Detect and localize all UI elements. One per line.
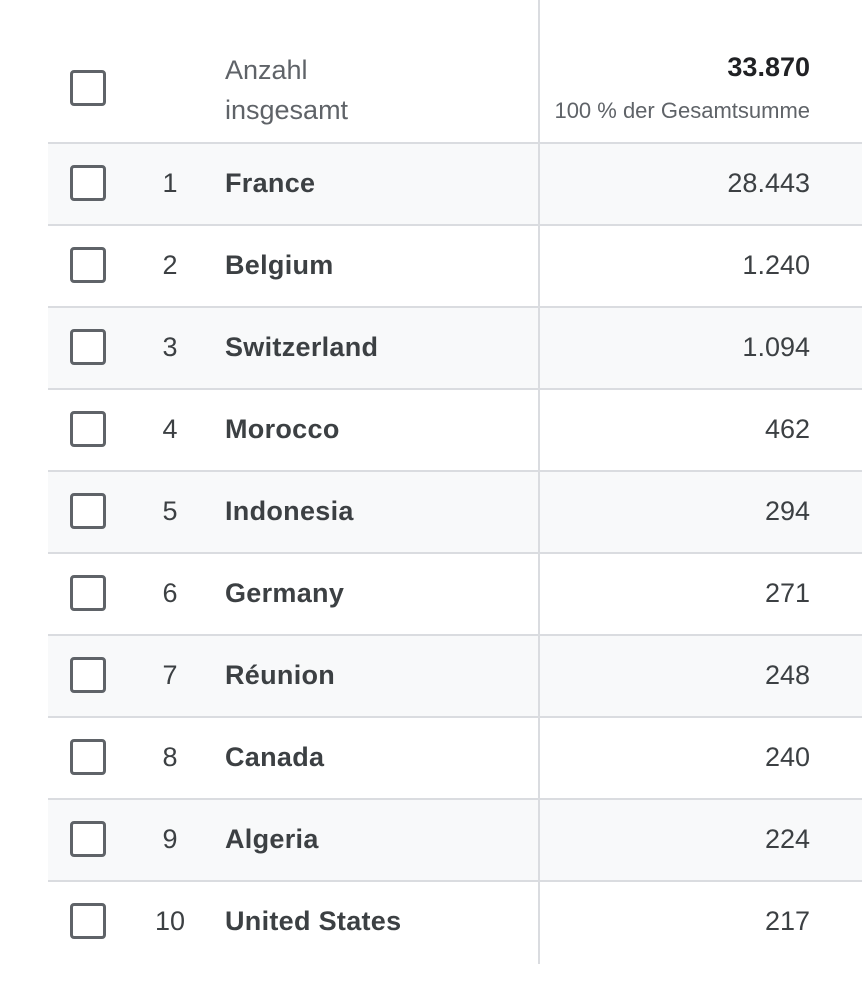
row-checkbox[interactable] [70, 739, 106, 775]
row-checkbox[interactable] [70, 411, 106, 447]
row-value: 462 [764, 414, 810, 444]
row-value: 1.240 [742, 250, 810, 280]
row-rank: 2 [162, 250, 178, 280]
row-rank: 3 [162, 332, 178, 362]
row-value: 294 [764, 496, 810, 526]
table-row[interactable]: 2 Belgium 1.240 [48, 226, 862, 308]
total-value: 33.870 [727, 52, 810, 82]
metric-label-line1: Anzahl [225, 55, 308, 85]
country-name: United States [225, 906, 402, 936]
row-value: 240 [764, 742, 810, 772]
country-name: Indonesia [225, 496, 354, 526]
country-name: Switzerland [225, 332, 379, 362]
table-row[interactable]: 8 Canada 240 [48, 718, 862, 800]
country-name: France [225, 168, 316, 198]
table-header: Anzahl insgesamt 33.870 100 % der Gesamt… [48, 0, 862, 144]
metric-column-header[interactable]: Anzahl insgesamt [225, 50, 425, 130]
country-name: Morocco [225, 414, 340, 444]
row-checkbox[interactable] [70, 575, 106, 611]
row-rank: 5 [162, 496, 178, 526]
row-checkbox[interactable] [70, 821, 106, 857]
country-name: Réunion [225, 660, 336, 690]
row-rank: 10 [154, 906, 186, 936]
row-rank: 7 [162, 660, 178, 690]
row-checkbox[interactable] [70, 903, 106, 939]
table-row[interactable]: 6 Germany 271 [48, 554, 862, 636]
total-percent: 100 % der Gesamtsumme [554, 98, 810, 123]
row-checkbox[interactable] [70, 247, 106, 283]
column-divider [538, 0, 540, 964]
row-value: 224 [764, 824, 810, 854]
row-value: 28.443 [727, 168, 810, 198]
table-row[interactable]: 9 Algeria 224 [48, 800, 862, 882]
table-row[interactable]: 10 United States 217 [48, 882, 862, 964]
row-value: 248 [764, 660, 810, 690]
country-name: Germany [225, 578, 345, 608]
row-checkbox[interactable] [70, 657, 106, 693]
row-checkbox[interactable] [70, 329, 106, 365]
row-rank: 6 [162, 578, 178, 608]
row-value: 1.094 [742, 332, 810, 362]
table-row[interactable]: 3 Switzerland 1.094 [48, 308, 862, 390]
country-name: Belgium [225, 250, 334, 280]
country-table: Anzahl insgesamt 33.870 100 % der Gesamt… [48, 0, 862, 964]
country-name: Algeria [225, 824, 319, 854]
row-rank: 8 [162, 742, 178, 772]
row-rank: 1 [162, 168, 178, 198]
table-row[interactable]: 4 Morocco 462 [48, 390, 862, 472]
row-checkbox[interactable] [70, 165, 106, 201]
table-row[interactable]: 5 Indonesia 294 [48, 472, 862, 554]
table-row[interactable]: 7 Réunion 248 [48, 636, 862, 718]
table-row[interactable]: 1 France 28.443 [48, 144, 862, 226]
row-rank: 4 [162, 414, 178, 444]
country-name: Canada [225, 742, 325, 772]
row-value: 271 [764, 578, 810, 608]
metric-label-line2: insgesamt [225, 95, 349, 125]
row-value: 217 [764, 906, 810, 936]
row-checkbox[interactable] [70, 493, 106, 529]
row-rank: 9 [162, 824, 178, 854]
select-all-checkbox[interactable] [70, 70, 106, 106]
